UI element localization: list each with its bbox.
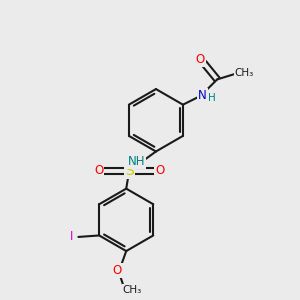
Text: O: O: [196, 53, 205, 66]
Text: O: O: [113, 264, 122, 277]
Text: CH₃: CH₃: [122, 285, 142, 295]
Text: O: O: [94, 164, 103, 177]
Text: S: S: [125, 164, 134, 178]
Text: H: H: [208, 93, 216, 103]
Text: N: N: [198, 89, 207, 102]
Text: NH: NH: [128, 155, 146, 168]
Text: I: I: [70, 230, 74, 243]
Text: O: O: [155, 164, 164, 177]
Text: CH₃: CH₃: [234, 68, 254, 79]
